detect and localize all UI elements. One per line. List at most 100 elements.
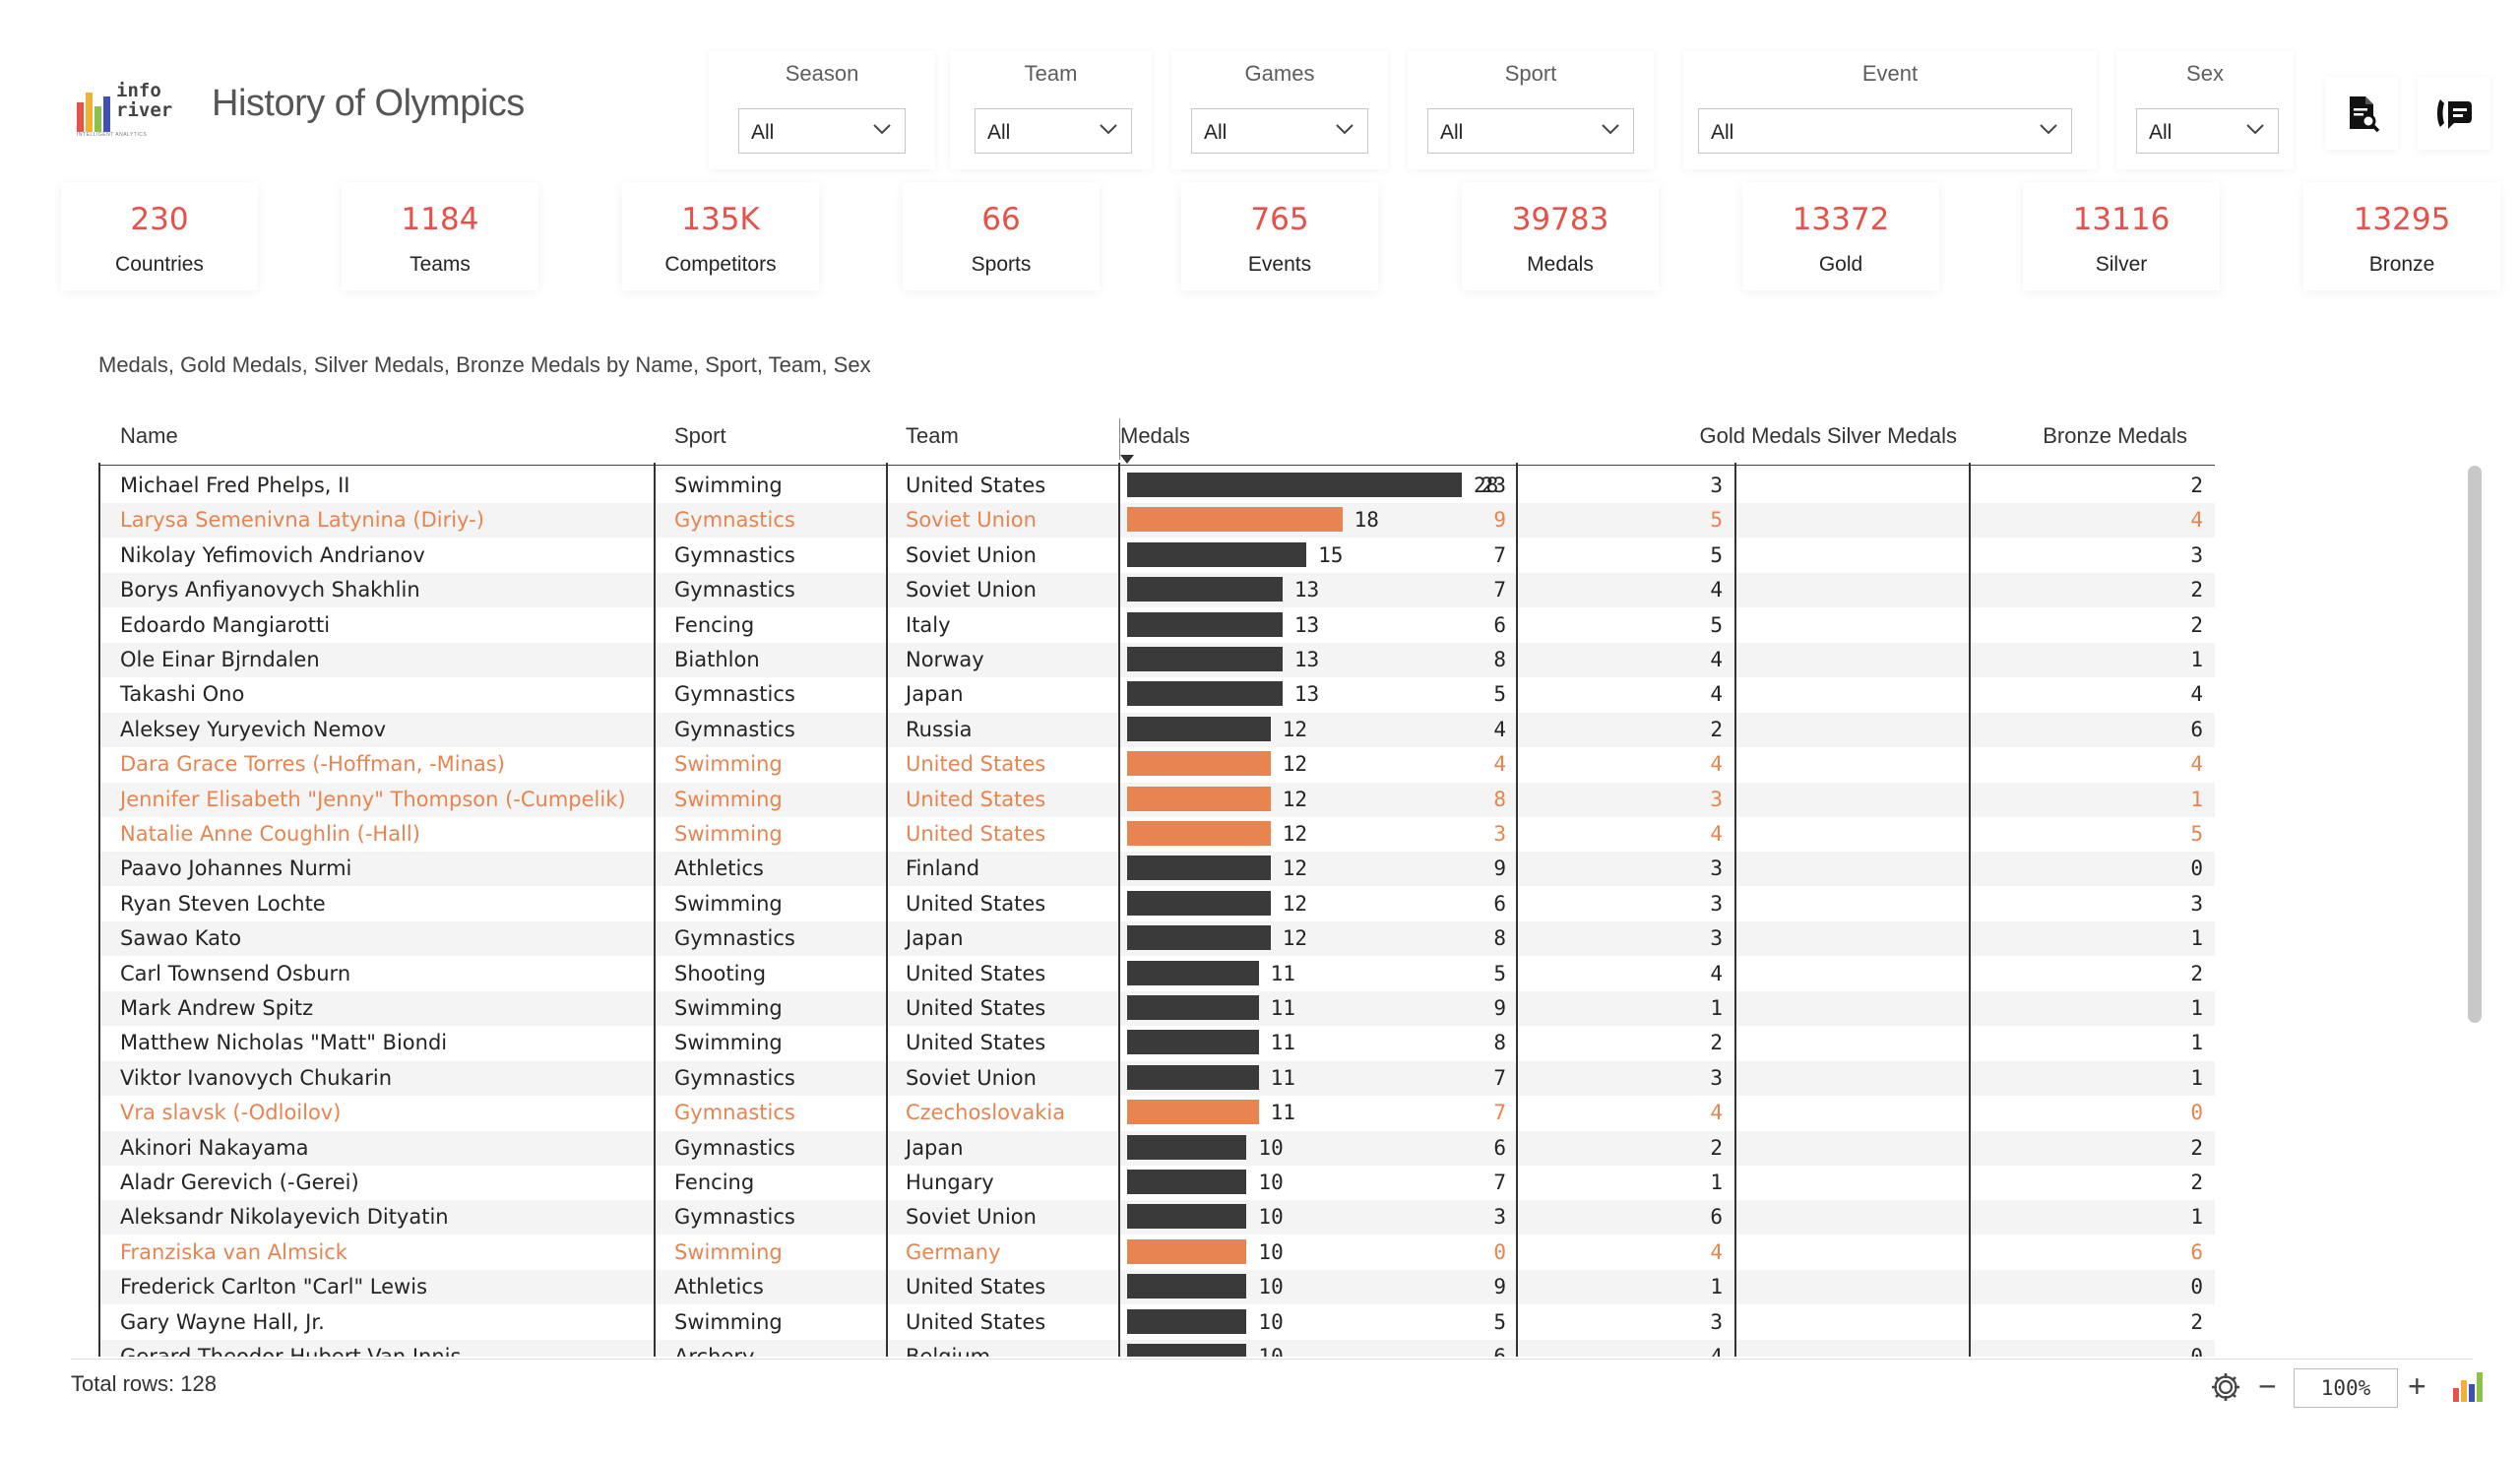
table-row[interactable]: Aleksandr Nikolayevich Dityatin Gymnastic… — [98, 1200, 2215, 1235]
table-row[interactable]: Mark Andrew Spitz Swimming United States 11… — [98, 991, 2215, 1026]
sport-dropdown[interactable]: All — [1427, 108, 1634, 154]
team-dropdown[interactable]: All — [975, 108, 1132, 154]
table-row[interactable]: Nikolay Yefimovich Andrianov Gymnastics So… — [98, 538, 2215, 573]
column-header-silver[interactable]: Silver Medals — [1826, 423, 1957, 448]
table-row[interactable]: Ole Einar Bjrndalen Biathlon Norway 13 8 4 1 — [98, 643, 2215, 677]
season-dropdown[interactable]: All — [738, 108, 906, 154]
zoom-out-button[interactable]: − — [2258, 1368, 2277, 1404]
table-row[interactable]: Natalie Anne Coughlin (-Hall) Swimming Uni… — [98, 817, 2215, 852]
kpi-events: 765 Events — [1181, 182, 1378, 290]
table-row[interactable]: Paavo Johannes Nurmi Athletics Finland 12 9 3… — [98, 852, 2215, 887]
table-row[interactable]: Edoardo Mangiarotti Fencing Italy 13 6 5 2 — [98, 608, 2215, 643]
table-row[interactable]: Michael Fred Phelps, II Swimming United St… — [98, 469, 2215, 503]
sport-cell: Gymnastics — [674, 1101, 795, 1125]
name-cell: Aladr Gerevich (-Gerei) — [120, 1171, 359, 1194]
silver-cell: 6 — [1710, 1205, 1723, 1230]
medals-value: 12 — [1282, 752, 1307, 777]
medals-bar — [1127, 855, 1271, 881]
table-row[interactable]: Aladr Gerevich (-Gerei) Fencing Hungary 10 7… — [98, 1166, 2215, 1200]
table-row[interactable]: Larysa Semenivna Latynina (Diriy-) Gymnas… — [98, 503, 2215, 538]
inforiver-chart-icon[interactable] — [2451, 1368, 2487, 1404]
medals-value: 28 — [1474, 474, 1499, 497]
kpi-value: 66 — [981, 202, 1021, 237]
table-row[interactable]: Gerard Theodor Hubert Van Innis Archery Be… — [98, 1340, 2215, 1357]
comment-icon — [2437, 99, 2472, 129]
chevron-down-icon — [1100, 124, 1117, 135]
name-cell: Mark Andrew Spitz — [120, 996, 314, 1020]
kpi-silver: 13116 Silver — [2023, 182, 2220, 290]
silver-cell: 3 — [1710, 926, 1723, 951]
team-cell: Russia — [906, 717, 973, 741]
gold-cell: 9 — [1493, 996, 1506, 1020]
zoom-level-field[interactable]: 100% — [2294, 1368, 2398, 1408]
table-row[interactable]: Viktor Ivanovych Chukarin Gymnastics Sovie… — [98, 1060, 2215, 1096]
team-cell: Soviet Union — [906, 508, 1037, 533]
bronze-cell: 2 — [2190, 474, 2203, 497]
medals-bar — [1127, 1064, 1259, 1090]
kpi-label: Gold — [1818, 253, 1863, 276]
table-row[interactable]: Gary Wayne Hall, Jr. Swimming United State… — [98, 1305, 2215, 1340]
column-header-bronze[interactable]: Bronze Medals — [2043, 423, 2187, 448]
medals-bar — [1127, 925, 1271, 951]
name-cell: Vra slavsk (-Odloilov) — [120, 1101, 342, 1125]
vertical-scrollbar[interactable] — [2468, 466, 2482, 1023]
bronze-cell: 3 — [2190, 891, 2203, 916]
silver-cell: 4 — [1710, 1345, 1723, 1357]
medals-bar — [1127, 1030, 1259, 1055]
name-cell: Franziska van Almsick — [120, 1239, 347, 1264]
report-search-button[interactable] — [2325, 77, 2398, 150]
team-cell: Japan — [906, 926, 964, 951]
table-row[interactable]: Dara Grace Torres (-Hoffman, -Minas) Swim… — [98, 747, 2215, 782]
bronze-cell: 1 — [2190, 787, 2203, 811]
column-header-sport[interactable]: Sport — [674, 423, 726, 448]
event-dropdown[interactable]: All — [1698, 108, 2072, 154]
table-row[interactable]: Takashi Ono Gymnastics Japan 13 5 4 4 — [98, 677, 2215, 712]
medals-value: 12 — [1282, 822, 1307, 846]
medals-value: 10 — [1258, 1275, 1284, 1299]
silver-cell: 4 — [1710, 752, 1723, 777]
kpi-label: Bronze — [2368, 253, 2435, 276]
table-row[interactable]: Aleksey Yuryevich Nemov Gymnastics Russia 1… — [98, 712, 2215, 747]
column-header-medals[interactable]: Medals — [1120, 423, 1190, 464]
table-row[interactable]: Vra slavsk (-Odloilov) Gymnastics Czechosl… — [98, 1096, 2215, 1130]
sport-cell: Swimming — [674, 1239, 783, 1264]
table-row[interactable]: Sawao Kato Gymnastics Japan 12 8 3 1 — [98, 921, 2215, 957]
gear-icon[interactable] — [2209, 1370, 2242, 1404]
sex-dropdown[interactable]: All — [2136, 108, 2279, 154]
sport-cell: Shooting — [674, 961, 767, 985]
table-row[interactable]: Jennifer Elisabeth "Jenny" Thompson (-Cu… — [98, 782, 2215, 817]
chevron-down-icon — [873, 124, 891, 135]
column-header-name[interactable]: Name — [120, 423, 178, 448]
games-dropdown[interactable]: All — [1191, 108, 1368, 154]
medals-value: 13 — [1293, 578, 1320, 602]
medals-bar — [1127, 647, 1283, 671]
table-row[interactable]: Akinori Nakayama Gymnastics Japan 10 6 2 2 — [98, 1130, 2215, 1166]
silver-cell: 4 — [1710, 961, 1723, 985]
zoom-in-button[interactable]: + — [2408, 1368, 2426, 1404]
bronze-cell: 2 — [2190, 1171, 2203, 1194]
gold-cell: 3 — [1493, 1205, 1506, 1230]
table-row[interactable]: Ryan Steven Lochte Swimming United States 1… — [98, 887, 2215, 921]
comment-button[interactable] — [2418, 77, 2490, 150]
medals-bar — [1127, 541, 1307, 567]
silver-cell: 4 — [1710, 1239, 1723, 1264]
name-cell: Aleksey Yuryevich Nemov — [120, 717, 387, 741]
silver-cell: 5 — [1710, 612, 1723, 637]
team-cell: United States — [906, 1031, 1046, 1055]
column-divider — [98, 463, 100, 1357]
column-header-team[interactable]: Team — [906, 423, 959, 448]
sport-cell: Archery — [674, 1345, 755, 1357]
table-row[interactable]: Carl Townsend Osburn Shooting United State… — [98, 957, 2215, 991]
column-header-gold[interactable]: Gold Medals — [1699, 423, 1821, 448]
team-cell: United States — [906, 996, 1046, 1020]
column-divider — [1734, 463, 1736, 1357]
team-cell: United States — [906, 891, 1046, 916]
slicer-label: Games — [1244, 61, 1315, 86]
dropdown-value: All — [1440, 121, 1464, 144]
medals-bar — [1127, 821, 1271, 846]
table-row[interactable]: Franziska van Almsick Swimming Germany 10 0 4… — [98, 1235, 2215, 1270]
table-row[interactable]: Frederick Carlton "Carl" Lewis Athletics U… — [98, 1270, 2215, 1305]
table-row[interactable]: Borys Anfiyanovych Shakhlin Gymnastics Sov… — [98, 573, 2215, 608]
table-row[interactable]: Matthew Nicholas "Matt" Biondi Swimming Un… — [98, 1026, 2215, 1060]
medals-value: 10 — [1258, 1345, 1284, 1357]
